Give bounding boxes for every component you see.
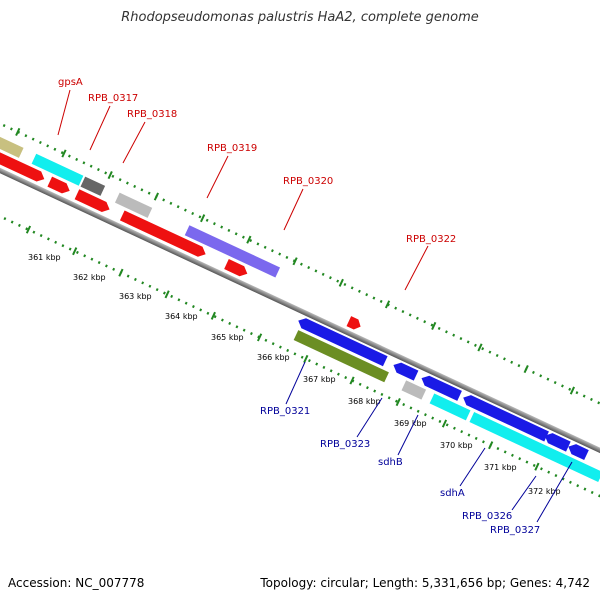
scale-label: 361 kbp — [28, 253, 61, 262]
inner-tick-line — [0, 190, 600, 506]
scale-label: 371 kbp — [484, 463, 517, 472]
scale-labels: 361 kbp 362 kbp 363 kbp 364 kbp 365 kbp … — [28, 253, 561, 496]
gene-label: gpsA — [58, 77, 83, 88]
scale-label: 369 kbp — [394, 419, 427, 428]
gene-gpsA — [31, 153, 84, 186]
gene-RPB_0327 — [568, 444, 589, 461]
gene-label: RPB_0323 — [320, 439, 370, 450]
gene-sdhA — [463, 395, 549, 442]
gene-label: RPB_0322 — [406, 234, 456, 245]
gene-khaki — [0, 130, 24, 158]
gene-blue-r1 — [298, 318, 388, 367]
scale-label: 362 kbp — [73, 273, 106, 282]
genome-summary: Topology: circular; Length: 5,331,656 bp… — [260, 576, 590, 590]
gene-RPB_0318 — [114, 192, 153, 218]
gene-label: RPB_0317 — [88, 93, 138, 104]
gene-label: RPB_0327 — [490, 525, 540, 536]
gene-label: sdhA — [440, 488, 465, 499]
gene-RPB_0321 — [293, 330, 389, 383]
forward-labels: gpsA RPB_0317 RPB_0318 RPB_0319 RPB_0320… — [57, 77, 456, 291]
scale-label: 370 kbp — [440, 441, 473, 450]
scale-label: 372 kbp — [528, 487, 561, 496]
gene-label: RPB_0318 — [127, 109, 177, 120]
gene-cyan-r1 — [429, 393, 471, 421]
track-group — [0, 113, 600, 506]
scale-label: 364 kbp — [165, 312, 198, 321]
gene-sdhB — [421, 375, 462, 401]
gene-RPB_0323 — [401, 380, 427, 400]
gene-label: RPB_0326 — [462, 511, 512, 522]
gene-label: RPB_0320 — [283, 176, 333, 187]
gene-RPB_0326 — [544, 433, 571, 452]
gene-RPB_0317 — [80, 176, 106, 196]
gene-RPB_0322 — [346, 316, 361, 330]
scale-label: 368 kbp — [348, 397, 381, 406]
accession-text: Accession: NC_007778 — [8, 576, 145, 590]
map-title: Rhodopseudomonas palustris HaA2, complet… — [121, 10, 479, 25]
scale-label: 363 kbp — [119, 292, 152, 301]
scale-label: 367 kbp — [303, 375, 336, 384]
gene-cyan-r2 — [469, 412, 600, 483]
backbone — [0, 151, 600, 461]
gene-label: RPB_0321 — [260, 406, 310, 417]
gene-red-f3 — [74, 189, 110, 212]
outer-tick-line — [0, 113, 600, 429]
reverse-labels: RPB_0321 RPB_0323 sdhB sdhA RPB_0326 RPB… — [260, 361, 573, 536]
scale-label: 366 kbp — [257, 353, 290, 362]
gene-RPB_0319 — [184, 225, 281, 278]
gene-red-f2 — [47, 176, 70, 194]
gene-label: RPB_0319 — [207, 143, 257, 154]
gene-red-f4 — [119, 210, 206, 257]
inner-major-ticks — [25, 225, 540, 471]
outer-major-ticks — [15, 127, 576, 395]
gene-label: sdhB — [378, 457, 403, 468]
gene-RPB_0320 — [224, 259, 248, 277]
scale-label: 365 kbp — [211, 333, 244, 342]
gene-red-f1 — [0, 147, 45, 182]
gene-blue-r2 — [393, 362, 419, 381]
